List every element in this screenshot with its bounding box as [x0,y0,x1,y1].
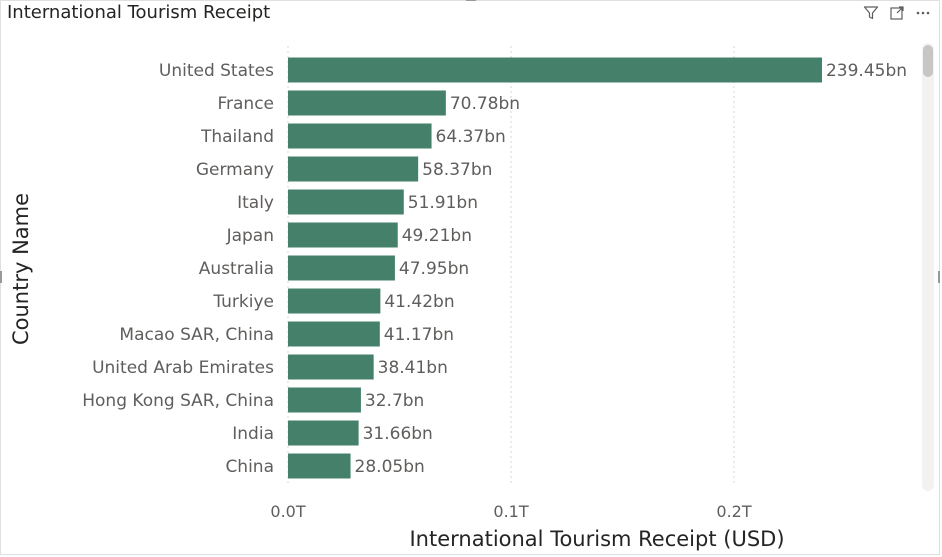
category-label: United Arab Emirates [92,358,274,378]
category-label: France [217,94,274,114]
bar[interactable] [288,387,361,413]
data-label: 49.21bn [402,226,472,246]
category-label: China [225,457,274,477]
resize-grip-top[interactable] [466,0,476,5]
resize-grip-right[interactable] [938,271,940,283]
bar[interactable] [288,156,419,182]
category-label: Italy [237,193,274,213]
category-label: Germany [196,160,274,180]
filter-icon[interactable] [863,5,879,21]
data-label: 41.17bn [384,325,454,345]
x-tick-label: 0.1T [493,502,528,521]
bar[interactable] [288,255,395,281]
data-label: 58.37bn [422,160,492,180]
category-label: United States [159,61,274,81]
data-label: 41.42bn [384,292,454,312]
scrollbar-thumb[interactable] [923,45,933,77]
category-label: Australia [199,259,274,279]
bar[interactable] [288,123,432,149]
bar[interactable] [288,57,822,83]
data-label: 28.05bn [355,457,425,477]
data-label: 239.45bn [826,61,907,81]
bar[interactable] [288,453,351,479]
category-label: Macao SAR, China [119,325,274,345]
data-label: 70.78bn [450,94,520,114]
visual-title: International Tourism Receipt [7,2,271,23]
vertical-scrollbar[interactable] [922,43,934,491]
resize-grip-left[interactable] [0,271,2,283]
bar[interactable] [288,90,446,116]
data-label: 31.66bn [363,424,433,444]
data-label: 32.7bn [365,391,424,411]
category-label: Hong Kong SAR, China [82,391,274,411]
more-options-icon[interactable] [915,5,931,21]
category-label: India [232,424,274,444]
data-label: 38.41bn [378,358,448,378]
y-axis-title: Country Name [9,193,33,345]
category-label: Turkiye [212,292,274,312]
bar[interactable] [288,354,374,380]
data-label: 64.37bn [436,127,506,147]
category-label: Japan [226,226,274,246]
x-axis-title: International Tourism Receipt (USD) [409,527,784,551]
visual-header-icons [863,5,931,21]
x-tick-label: 0.2T [716,502,751,521]
bar[interactable] [288,288,381,314]
bar[interactable] [288,189,404,215]
bar[interactable] [288,420,359,446]
focus-mode-icon[interactable] [889,5,905,21]
bar[interactable] [288,321,380,347]
bar[interactable] [288,222,398,248]
category-label: Thailand [200,127,274,147]
x-tick-label: 0.0T [270,502,305,521]
data-label: 51.91bn [408,193,478,213]
data-label: 47.95bn [399,259,469,279]
